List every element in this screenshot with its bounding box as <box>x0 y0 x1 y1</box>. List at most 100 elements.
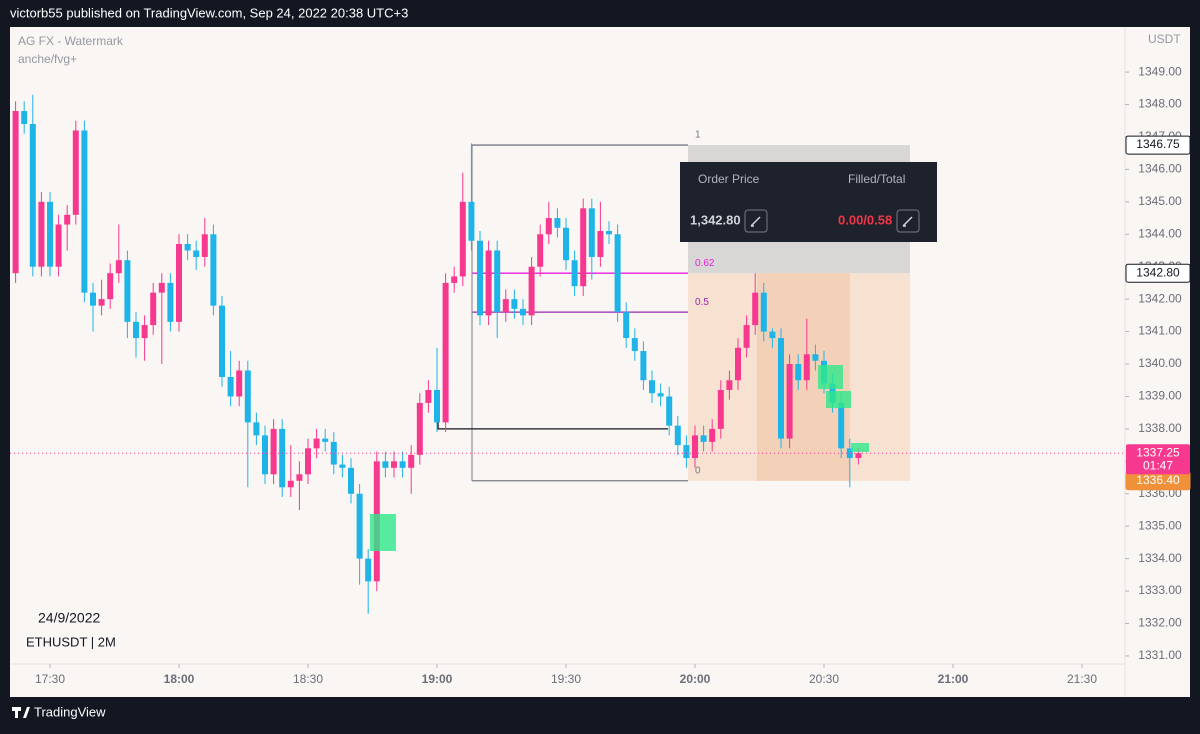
candle-body <box>12 111 19 274</box>
y-tick-label: 1345.00 <box>1138 194 1182 208</box>
candle-body <box>692 435 698 459</box>
fvg-boxes <box>370 365 869 551</box>
candle-body <box>709 428 716 442</box>
fib-label: 0.62 <box>695 258 715 269</box>
candle-body <box>502 299 509 313</box>
price-tag <box>1125 135 1191 155</box>
candle-body <box>382 461 389 468</box>
candle-body <box>348 467 354 494</box>
y-tick-label: 1349.00 <box>1138 64 1182 78</box>
fib-label: 0.5 <box>695 297 709 308</box>
candle-body <box>855 453 862 459</box>
candle-body <box>752 292 759 326</box>
candle-body <box>296 474 303 481</box>
candle-body <box>631 338 638 352</box>
fib-label: 1 <box>695 130 701 141</box>
candle-body <box>485 250 492 316</box>
x-tick-label: 19:30 <box>551 672 581 686</box>
swing-line <box>437 420 668 430</box>
candle-body <box>253 422 260 436</box>
price-tag-label: 1342.80 <box>1136 265 1180 279</box>
last-price-label: 1337.25 <box>1136 445 1180 459</box>
candle-body <box>812 354 819 361</box>
y-tick-label: 1331.00 <box>1138 648 1182 662</box>
candle-body <box>580 208 587 287</box>
panel-label: Order Price <box>698 172 760 186</box>
candle-body <box>81 130 88 293</box>
y-tick-label: 1342.00 <box>1138 291 1182 305</box>
y-tick-label: 1338.00 <box>1138 421 1182 435</box>
candle-body <box>786 364 793 439</box>
y-tick-label: 1332.00 <box>1138 616 1182 630</box>
annotation: ETHUSDT | 2M <box>26 634 116 649</box>
annotation: 24/9/2022 <box>38 610 100 626</box>
fvg-box <box>826 391 851 408</box>
candle-body <box>674 425 681 446</box>
candle-body <box>193 250 200 257</box>
filled-total: 0.00/0.58 <box>838 212 892 227</box>
fib-label: 0 <box>695 465 701 476</box>
candle-body <box>717 389 724 429</box>
y-tick-label: 1346.00 <box>1138 162 1182 176</box>
candle-body <box>623 312 630 339</box>
candle-body <box>270 428 277 475</box>
price-tag-label: 1336.40 <box>1136 473 1180 487</box>
edit-icon <box>902 216 913 227</box>
candle-body <box>468 201 475 241</box>
candle-body <box>124 260 131 322</box>
price-tag <box>1125 263 1191 283</box>
chart-title: AG FX - Watermark <box>18 34 124 48</box>
candle-body <box>201 234 208 257</box>
y-tick-label: 1344.00 <box>1138 226 1182 240</box>
candle-body <box>98 299 105 306</box>
y-tick-label: 1341.00 <box>1138 324 1182 338</box>
candle-body <box>279 428 286 488</box>
candle-body <box>150 292 157 326</box>
x-tick-label: 19:00 <box>422 672 453 686</box>
panel-background <box>680 162 937 242</box>
candle-body <box>115 260 122 274</box>
candle-body <box>244 370 251 423</box>
y-tick-label: 1340.00 <box>1138 356 1182 370</box>
fvg-box <box>818 365 843 389</box>
candle-body <box>477 240 483 316</box>
order-price: 1,342.80 <box>690 212 741 227</box>
candle-body <box>803 354 810 381</box>
candle-body <box>287 480 294 488</box>
candle-body <box>219 305 225 377</box>
x-tick-label: 21:30 <box>1067 672 1097 686</box>
candle-body <box>38 201 45 267</box>
candle-body <box>606 231 612 235</box>
y-tick-label: 1335.00 <box>1138 518 1182 532</box>
x-tick-label: 17:30 <box>35 672 65 686</box>
candle-body <box>167 282 174 322</box>
edit-button[interactable] <box>896 209 920 233</box>
candle-body <box>158 282 165 293</box>
candle-body <box>339 464 346 468</box>
candle-body <box>554 218 561 228</box>
candle-body <box>726 380 733 390</box>
candle-body <box>511 299 518 309</box>
candle-body <box>649 380 655 394</box>
candle-body <box>838 402 845 449</box>
y-tick-label: 1334.00 <box>1138 551 1182 565</box>
x-tick-label: 20:00 <box>680 672 711 686</box>
candle-body <box>305 448 311 475</box>
candle-body <box>459 201 466 277</box>
x-tick-label: 18:00 <box>164 672 195 686</box>
fvg-box <box>370 514 396 551</box>
candle-body <box>743 325 750 348</box>
chart-subtitle: anche/fvg+ <box>18 52 77 66</box>
candle-body <box>47 201 53 267</box>
candle-body <box>494 250 501 313</box>
candle-body <box>528 266 535 316</box>
candle-body <box>399 461 406 468</box>
candle-body <box>700 435 707 442</box>
edit-button[interactable] <box>744 209 768 233</box>
candle-body <box>442 282 449 423</box>
candle-body <box>408 454 415 468</box>
candle-body <box>313 438 320 449</box>
candle-body <box>72 130 79 215</box>
candle-body <box>588 208 595 257</box>
